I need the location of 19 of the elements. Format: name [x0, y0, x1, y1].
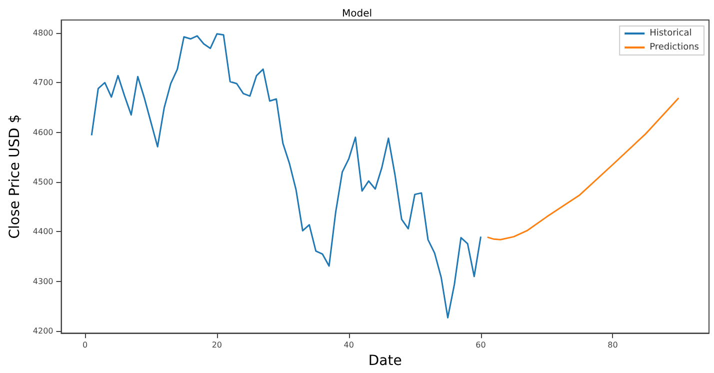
y-tick-label: 4500: [32, 178, 54, 187]
y-axis-title: Close Price USD $: [7, 114, 23, 239]
y-tick-label: 4400: [32, 227, 54, 236]
x-tick-label: 40: [344, 340, 354, 350]
legend-label: Predictions: [650, 42, 700, 52]
line-series: [486, 97, 680, 240]
legend-label: Historical: [650, 28, 692, 38]
y-tick-label: 4700: [32, 78, 54, 88]
x-tick-label: 0: [82, 340, 88, 350]
x-axis-title: Date: [368, 353, 402, 369]
y-tick-label: 4600: [32, 128, 54, 137]
x-tick-label: 60: [476, 340, 486, 350]
y-tick-label: 4300: [32, 276, 54, 286]
chart-title: Model: [342, 8, 372, 20]
y-tick-label: 4800: [32, 28, 54, 38]
x-tick-label: 80: [608, 340, 618, 350]
x-tick-label: 20: [212, 340, 222, 350]
y-tick-label: 4200: [32, 326, 54, 336]
line-series: [90, 33, 482, 318]
